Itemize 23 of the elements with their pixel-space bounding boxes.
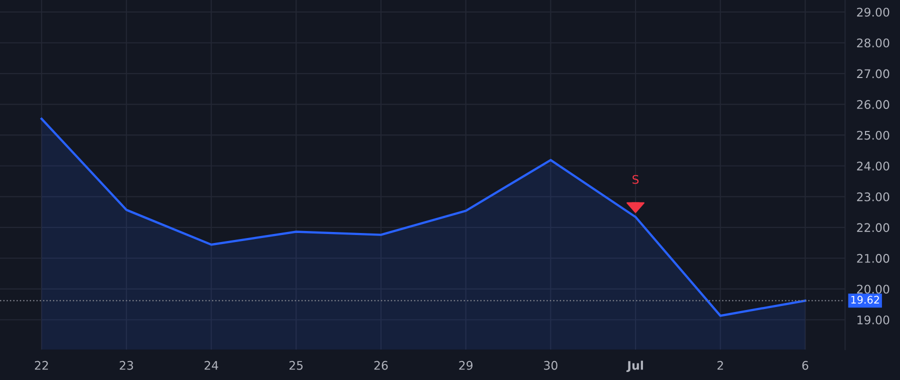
- y-tick-label: 19.00: [858, 315, 890, 324]
- x-tick-label: 6: [802, 360, 808, 370]
- x-tick-label: 30: [544, 360, 558, 370]
- y-tick-label: 20.00: [857, 284, 890, 294]
- ref-line-label: 19.62: [851, 296, 879, 304]
- x-tick-label: 22: [34, 360, 48, 370]
- y-tick-label: 22.00: [857, 223, 890, 232]
- y-tick-label: 29.00: [857, 8, 890, 17]
- y-tick-label: 26.00: [857, 100, 890, 109]
- y-tick-label: 24.00: [857, 162, 890, 171]
- x-tick-label: 24: [204, 360, 218, 370]
- y-tick-label: 23.00: [857, 192, 890, 202]
- y-tick-label: 27.00: [857, 69, 890, 78]
- annotation: S: [632, 174, 639, 184]
- x-tick-label: 25: [289, 360, 303, 370]
- y-tick-label: 21.00: [857, 254, 890, 263]
- x-tick-label: 2: [717, 360, 723, 370]
- x-tick-label: 29: [459, 360, 473, 370]
- x-tick-label: 26: [374, 360, 388, 370]
- x-tick-label: 23: [120, 360, 133, 370]
- y-tick-label: 28.00: [857, 38, 890, 48]
- y-tick-label: 25.00: [857, 130, 890, 140]
- x-tick-label: Jul: [626, 360, 643, 372]
